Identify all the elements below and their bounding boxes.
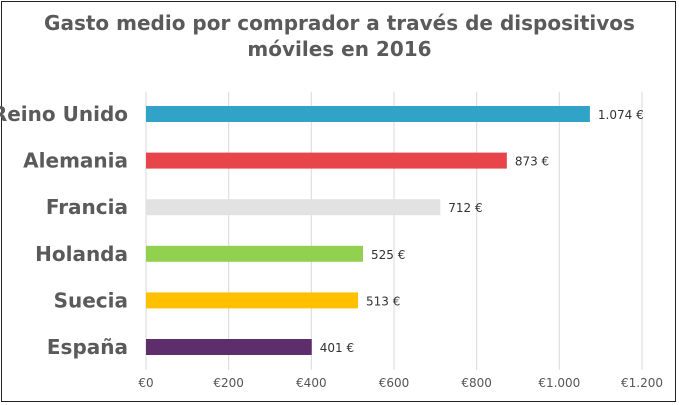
chart-title-line-2: móviles en 2016 bbox=[247, 37, 432, 61]
bar bbox=[146, 339, 312, 355]
bar bbox=[146, 199, 441, 216]
x-tick-label: €800 bbox=[461, 376, 492, 390]
category-label: Reino Unido bbox=[0, 102, 128, 126]
bar bbox=[146, 292, 359, 309]
x-axis-ticks: €0 €200 €400 €600 €800 €1.000 €1.200 bbox=[138, 376, 663, 390]
data-label: 873 € bbox=[515, 155, 549, 169]
bar-layer bbox=[146, 106, 590, 355]
x-tick-label: €1.000 bbox=[538, 376, 580, 390]
data-label: 712 € bbox=[448, 201, 482, 215]
x-tick-label: €200 bbox=[213, 376, 244, 390]
x-tick-label: €0 bbox=[138, 376, 153, 390]
chart-title: Gasto medio por comprador a través de di… bbox=[0, 10, 679, 62]
x-tick-label: €600 bbox=[379, 376, 410, 390]
category-label: Francia bbox=[46, 195, 128, 219]
data-label: 525 € bbox=[371, 248, 405, 262]
data-label: 401 € bbox=[320, 341, 354, 355]
x-tick-label: €400 bbox=[296, 376, 327, 390]
category-label: España bbox=[47, 335, 128, 359]
data-label: 513 € bbox=[366, 294, 400, 308]
grid-layer bbox=[145, 92, 643, 370]
bar bbox=[146, 106, 590, 122]
bar bbox=[146, 152, 507, 169]
category-label: Alemania bbox=[23, 149, 128, 173]
data-label: 1.074 € bbox=[598, 108, 644, 122]
x-tick-label: €1.200 bbox=[621, 376, 663, 390]
chart-title-line-1: Gasto medio por comprador a través de di… bbox=[44, 11, 635, 35]
label-layer: Reino Unido 1.074 € Alemania 873 € Francia 71… bbox=[0, 102, 644, 359]
category-label: Suecia bbox=[54, 288, 128, 312]
bar bbox=[146, 245, 363, 262]
category-label: Holanda bbox=[35, 242, 128, 266]
